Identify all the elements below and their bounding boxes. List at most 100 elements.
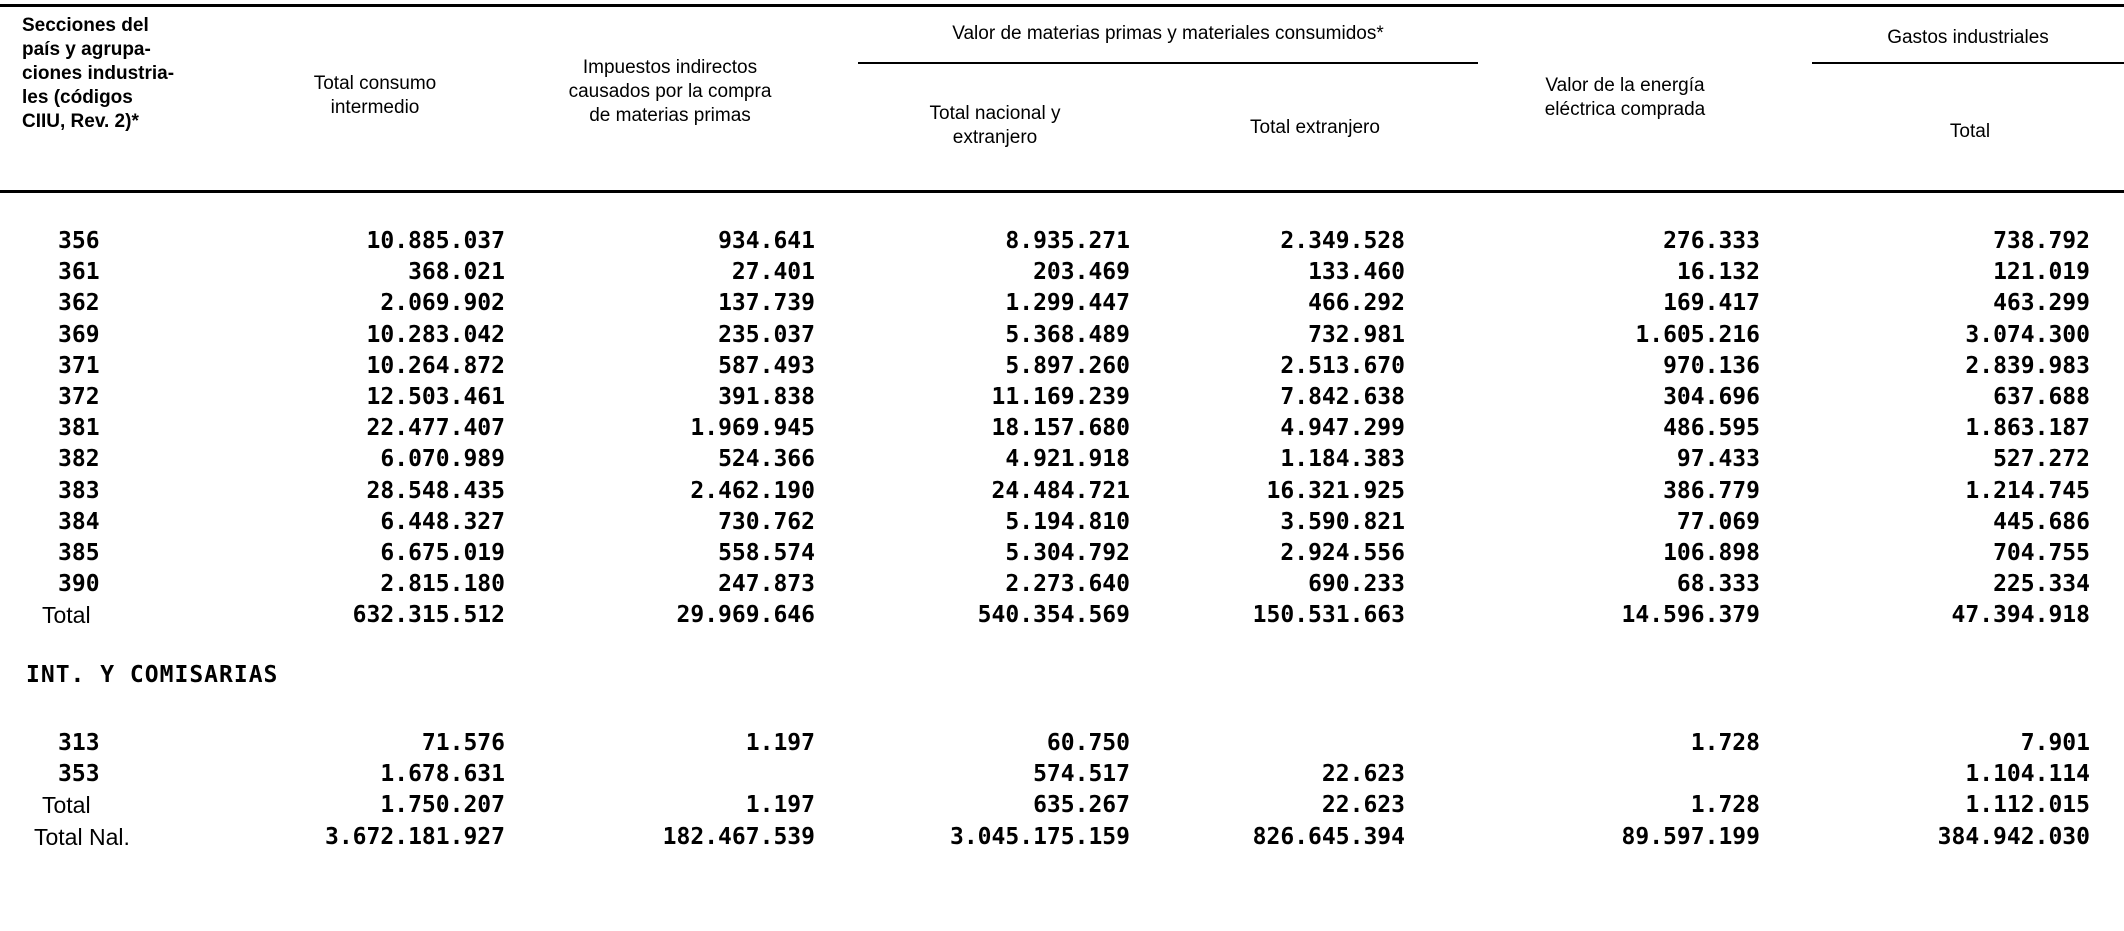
value-cell xyxy=(1085,728,1405,759)
value-cell: 150.531.663 xyxy=(1252,602,1405,628)
value-cell: 4.947.299 xyxy=(1280,415,1405,441)
value-cell: 1.728 xyxy=(1690,730,1760,756)
row-label-total: Total xyxy=(42,792,91,818)
ciiu-code: 362 xyxy=(58,290,100,316)
value-cell: 304.696 xyxy=(1663,384,1760,410)
materias-group-rule xyxy=(858,62,1478,64)
value-cell: 1.969.945 xyxy=(690,415,815,441)
table-row: 369 10.283.042 235.037 5.368.489 732.981 1.60… xyxy=(0,320,2124,351)
header-line: ciones industria- xyxy=(22,63,175,84)
value-cell: 5.368.489 xyxy=(1005,322,1130,348)
top-rule xyxy=(0,4,2124,7)
value-cell: 106.898 xyxy=(1663,540,1760,566)
value-cell: 730.762 xyxy=(718,509,815,535)
value-cell xyxy=(1440,759,1760,790)
table-row: 371 10.264.872 587.493 5.897.260 2.513.670 97… xyxy=(0,351,2124,382)
ciiu-code: 390 xyxy=(58,571,100,597)
header-group-materias: Valor de materias primas y materiales co… xyxy=(952,23,1384,44)
table-row: 356 10.885.037 934.641 8.935.271 2.349.528 27… xyxy=(0,226,2124,257)
header-line: les (códigos xyxy=(22,87,133,108)
value-cell: 133.460 xyxy=(1308,259,1405,285)
value-cell: 5.897.260 xyxy=(1005,353,1130,379)
header-line: Total extranjero xyxy=(1250,117,1380,138)
value-cell: 276.333 xyxy=(1663,228,1760,254)
value-cell: 391.838 xyxy=(718,384,815,410)
header-line: Secciones del xyxy=(22,15,149,36)
header-line: Total xyxy=(1949,121,1991,142)
table-row: 372 12.503.461 391.838 11.169.239 7.842.638 3… xyxy=(0,382,2124,413)
value-cell: 635.267 xyxy=(1033,792,1130,818)
value-cell: 384.942.030 xyxy=(1937,824,2090,850)
value-cell: 368.021 xyxy=(408,259,505,285)
value-cell: 3.074.300 xyxy=(1965,322,2090,348)
value-cell: 18.157.680 xyxy=(991,415,1130,441)
value-cell xyxy=(495,759,815,790)
value-cell: 732.981 xyxy=(1308,322,1405,348)
header-line: intermedio xyxy=(330,97,420,118)
value-cell: 89.597.199 xyxy=(1621,824,1760,850)
value-cell: 463.299 xyxy=(1993,290,2090,316)
ciiu-code: 361 xyxy=(58,259,100,285)
ciiu-code: 382 xyxy=(58,446,100,472)
value-cell: 1.214.745 xyxy=(1965,478,2090,504)
value-cell: 6.448.327 xyxy=(380,509,505,535)
value-cell: 182.467.539 xyxy=(662,824,815,850)
value-cell: 934.641 xyxy=(718,228,815,254)
value-cell: 6.675.019 xyxy=(380,540,505,566)
value-cell: 97.433 xyxy=(1676,446,1760,472)
table-row: 361 368.021 27.401 203.469 133.460 16.132 121.… xyxy=(0,257,2124,288)
header-line: de materias primas xyxy=(589,105,751,126)
value-cell: 2.513.670 xyxy=(1280,353,1405,379)
value-cell: 587.493 xyxy=(718,353,815,379)
header-line: Valor de la energía xyxy=(1545,75,1705,96)
value-cell: 22.623 xyxy=(1321,761,1405,787)
value-cell: 558.574 xyxy=(718,540,815,566)
value-cell: 2.839.983 xyxy=(1965,353,2090,379)
value-cell: 1.197 xyxy=(745,730,815,756)
value-cell: 3.590.821 xyxy=(1280,509,1405,535)
value-cell: 11.169.239 xyxy=(991,384,1130,410)
ciiu-code: 384 xyxy=(58,509,100,535)
value-cell: 16.321.925 xyxy=(1266,478,1405,504)
value-cell: 540.354.569 xyxy=(977,602,1130,628)
value-cell: 10.264.872 xyxy=(366,353,505,379)
table-row: 382 6.070.989 524.366 4.921.918 1.184.383 97.… xyxy=(0,444,2124,475)
header-line: Total nacional y xyxy=(929,103,1061,124)
value-cell: 7.901 xyxy=(2020,730,2090,756)
value-cell: 10.283.042 xyxy=(366,322,505,348)
header-col-energia: Valor de la energía eléctrica comprada xyxy=(1500,74,1750,122)
ciiu-code: 381 xyxy=(58,415,100,441)
value-cell: 1.728 xyxy=(1690,792,1760,818)
value-cell: 1.104.114 xyxy=(1965,761,2090,787)
value-cell: 2.273.640 xyxy=(1005,571,1130,597)
ciiu-code: 371 xyxy=(58,353,100,379)
value-cell: 1.678.631 xyxy=(380,761,505,787)
value-cell: 203.469 xyxy=(1033,259,1130,285)
value-cell: 6.070.989 xyxy=(380,446,505,472)
value-cell: 137.739 xyxy=(718,290,815,316)
section-2-title: INT. Y COMISARIAS xyxy=(26,662,279,688)
header-col-gastos-total: Total xyxy=(1900,120,2040,144)
header-col-total-extranjero: Total extranjero xyxy=(1190,116,1440,140)
ciiu-code: 356 xyxy=(58,228,100,254)
header-col-impuestos: Impuestos indirectos causados por la com… xyxy=(535,56,805,128)
value-cell: 169.417 xyxy=(1663,290,1760,316)
value-cell: 386.779 xyxy=(1663,478,1760,504)
value-cell: 486.595 xyxy=(1663,415,1760,441)
value-cell: 12.503.461 xyxy=(366,384,505,410)
value-cell: 5.304.792 xyxy=(1005,540,1130,566)
table-row: 353 1.678.631 574.517 22.623 1.104.114 xyxy=(0,759,2124,790)
value-cell: 121.019 xyxy=(1993,259,2090,285)
value-cell: 574.517 xyxy=(1033,761,1130,787)
value-cell: 1.197 xyxy=(745,792,815,818)
value-cell: 3.672.181.927 xyxy=(324,824,505,850)
value-cell: 637.688 xyxy=(1993,384,2090,410)
value-cell: 632.315.512 xyxy=(352,602,505,628)
table-row: 383 28.548.435 2.462.190 24.484.721 16.321.9… xyxy=(0,476,2124,507)
value-cell: 466.292 xyxy=(1308,290,1405,316)
table-row: 362 2.069.902 137.739 1.299.447 466.292 169.4… xyxy=(0,288,2124,319)
header-line: causados por la compra xyxy=(568,81,772,102)
value-cell: 22.623 xyxy=(1321,792,1405,818)
value-cell: 2.815.180 xyxy=(380,571,505,597)
value-cell: 4.921.918 xyxy=(1005,446,1130,472)
